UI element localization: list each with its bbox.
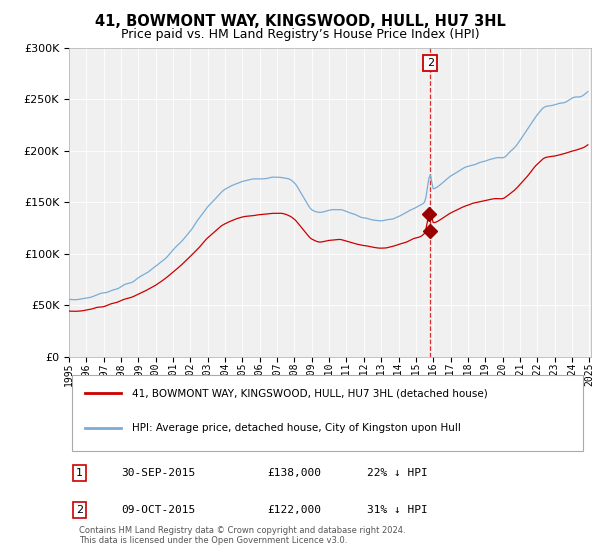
Text: 1: 1 — [76, 468, 83, 478]
Text: 2: 2 — [76, 505, 83, 515]
Text: 41, BOWMONT WAY, KINGSWOOD, HULL, HU7 3HL (detached house): 41, BOWMONT WAY, KINGSWOOD, HULL, HU7 3H… — [131, 388, 487, 398]
Text: 22% ↓ HPI: 22% ↓ HPI — [367, 468, 427, 478]
Text: 09-OCT-2015: 09-OCT-2015 — [121, 505, 196, 515]
Text: £138,000: £138,000 — [268, 468, 322, 478]
Text: £122,000: £122,000 — [268, 505, 322, 515]
FancyBboxPatch shape — [71, 375, 583, 451]
Text: Contains HM Land Registry data © Crown copyright and database right 2024.
This d: Contains HM Land Registry data © Crown c… — [79, 526, 406, 545]
Text: 31% ↓ HPI: 31% ↓ HPI — [367, 505, 427, 515]
Text: HPI: Average price, detached house, City of Kingston upon Hull: HPI: Average price, detached house, City… — [131, 423, 461, 433]
Text: 30-SEP-2015: 30-SEP-2015 — [121, 468, 196, 478]
Text: 41, BOWMONT WAY, KINGSWOOD, HULL, HU7 3HL: 41, BOWMONT WAY, KINGSWOOD, HULL, HU7 3H… — [95, 14, 505, 29]
Text: 2: 2 — [427, 58, 434, 68]
Text: Price paid vs. HM Land Registry’s House Price Index (HPI): Price paid vs. HM Land Registry’s House … — [121, 28, 479, 41]
